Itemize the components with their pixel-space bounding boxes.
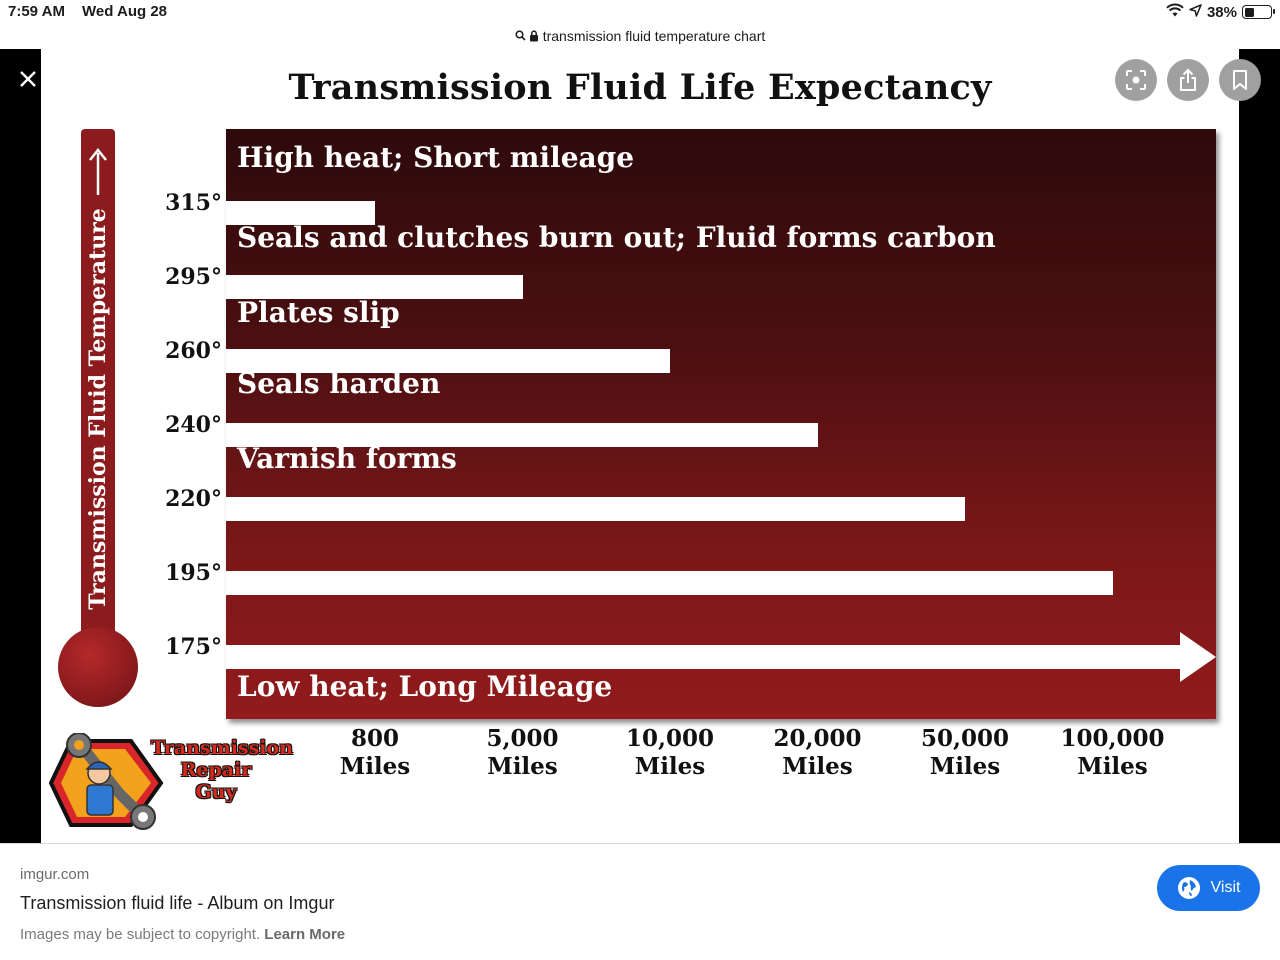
mileage-tick-label: 800 Miles — [305, 725, 445, 781]
bar-175deg — [226, 645, 1180, 669]
globe-icon — [1177, 877, 1200, 899]
visit-label: Visit — [1210, 879, 1241, 896]
url-text: transmission fluid temperature chart — [542, 27, 766, 44]
mileage-tick-label: 100,000 Miles — [1043, 725, 1183, 781]
mileage-unit: Miles — [782, 753, 853, 780]
temperature-tick-label: 295° — [165, 264, 222, 290]
bar-260deg — [226, 349, 670, 373]
battery-icon — [1242, 5, 1275, 19]
temperature-tick-label: 220° — [165, 486, 222, 512]
logo-text-line: Repair — [180, 759, 252, 781]
bar-195deg — [226, 571, 1113, 595]
mileage-unit: Miles — [634, 753, 706, 780]
url-icons — [515, 29, 539, 42]
up-arrow-icon — [89, 147, 107, 195]
mileage-value: 50,000 — [920, 725, 1010, 752]
mileage-unit: Miles — [339, 753, 411, 780]
logo-emblem — [49, 733, 164, 830]
source-page-title[interactable]: Transmission fluid life - Album on Imgur — [20, 893, 335, 913]
arrow-head — [1180, 632, 1216, 682]
share-icon — [1180, 68, 1196, 91]
y-axis-label: Transmission Fluid Temperature — [85, 208, 111, 610]
thermometer-bulb — [58, 627, 138, 707]
mileage-value: 5,000 — [486, 725, 559, 752]
bar-295deg — [226, 275, 523, 299]
infographic-image: Transmission Fluid Life Expectancy Trans… — [41, 49, 1239, 843]
close-button[interactable] — [12, 63, 44, 95]
temperature-tick-label: 195° — [165, 560, 222, 586]
band-label-seals-clutches: Seals and clutches burn out; Fluid forms… — [237, 221, 996, 254]
transmission-repair-guy-logo: Transmission Repair Guy — [49, 733, 294, 833]
mileage-tick-label: 50,000 Miles — [895, 725, 1035, 781]
bookmark-button[interactable] — [1219, 59, 1261, 101]
chart-plot-area: High heat; Short mileage Seals and clutc… — [226, 129, 1216, 719]
bar-220deg — [226, 497, 965, 521]
mileage-tick-label: 20,000 Miles — [748, 725, 888, 781]
mileage-value: 20,000 — [773, 725, 862, 752]
image-details-footer: imgur.com Transmission fluid life - Albu… — [0, 843, 1280, 960]
mileage-unit: Miles — [487, 753, 558, 780]
mileage-tick-label: 10,000 Miles — [600, 725, 740, 781]
learn-more-link[interactable]: Learn More — [264, 926, 346, 943]
visit-button[interactable]: Visit — [1157, 865, 1260, 911]
status-time: 7:59 AM — [8, 3, 65, 20]
bar-315deg — [226, 201, 375, 225]
mileage-unit: Miles — [1077, 753, 1148, 780]
band-label-varnish: Varnish forms — [237, 442, 457, 475]
logo-text: Transmission Repair Guy — [151, 737, 294, 803]
wifi-icon — [1166, 3, 1184, 21]
mileage-value: 10,000 — [625, 725, 715, 752]
temperature-tick-label: 175° — [165, 634, 222, 660]
lock-icon — [529, 29, 538, 41]
lens-icon — [1126, 70, 1146, 90]
image-viewer: Transmission Fluid Life Expectancy Trans… — [0, 49, 1280, 843]
search-icon — [515, 30, 526, 41]
battery-level — [1244, 7, 1254, 17]
status-indicators: 38% — [1166, 3, 1275, 21]
temperature-tick-label: 240° — [165, 412, 222, 438]
url-bar[interactable]: transmission fluid temperature chart — [0, 22, 1280, 49]
copyright-text: Images may be subject to copyright. — [20, 926, 261, 943]
temperature-tick-label: 260° — [165, 338, 222, 364]
band-label-low-heat: Low heat; Long Mileage — [237, 670, 613, 703]
logo-text-line: Transmission — [151, 737, 294, 759]
source-domain[interactable]: imgur.com — [20, 866, 90, 883]
battery-percent: 38% — [1206, 3, 1237, 21]
mileage-value: 800 — [350, 725, 399, 752]
logo-text-line: Guy — [195, 781, 237, 803]
share-button[interactable] — [1167, 59, 1209, 101]
copyright-notice: Images may be subject to copyright. Lear… — [20, 926, 345, 943]
status-bar: 7:59 AM Wed Aug 28 38% — [0, 0, 1280, 24]
thermometer-tube — [81, 129, 115, 649]
chart-title: Transmission Fluid Life Expectancy — [288, 67, 992, 108]
mileage-value: 100,000 — [1060, 725, 1165, 752]
status-date: Wed Aug 28 — [82, 3, 168, 20]
temperature-tick-label: 315° — [165, 190, 222, 216]
close-icon — [20, 71, 36, 87]
band-label-high-heat: High heat; Short mileage — [237, 141, 635, 174]
bar-240deg — [226, 423, 818, 447]
mileage-tick-label: 5,000 Miles — [453, 725, 593, 781]
lens-button[interactable] — [1115, 59, 1157, 101]
bookmark-icon — [1233, 70, 1247, 90]
band-label-plates-slip: Plates slip — [237, 296, 400, 329]
location-icon — [1189, 3, 1202, 21]
mileage-unit: Miles — [929, 753, 1001, 780]
